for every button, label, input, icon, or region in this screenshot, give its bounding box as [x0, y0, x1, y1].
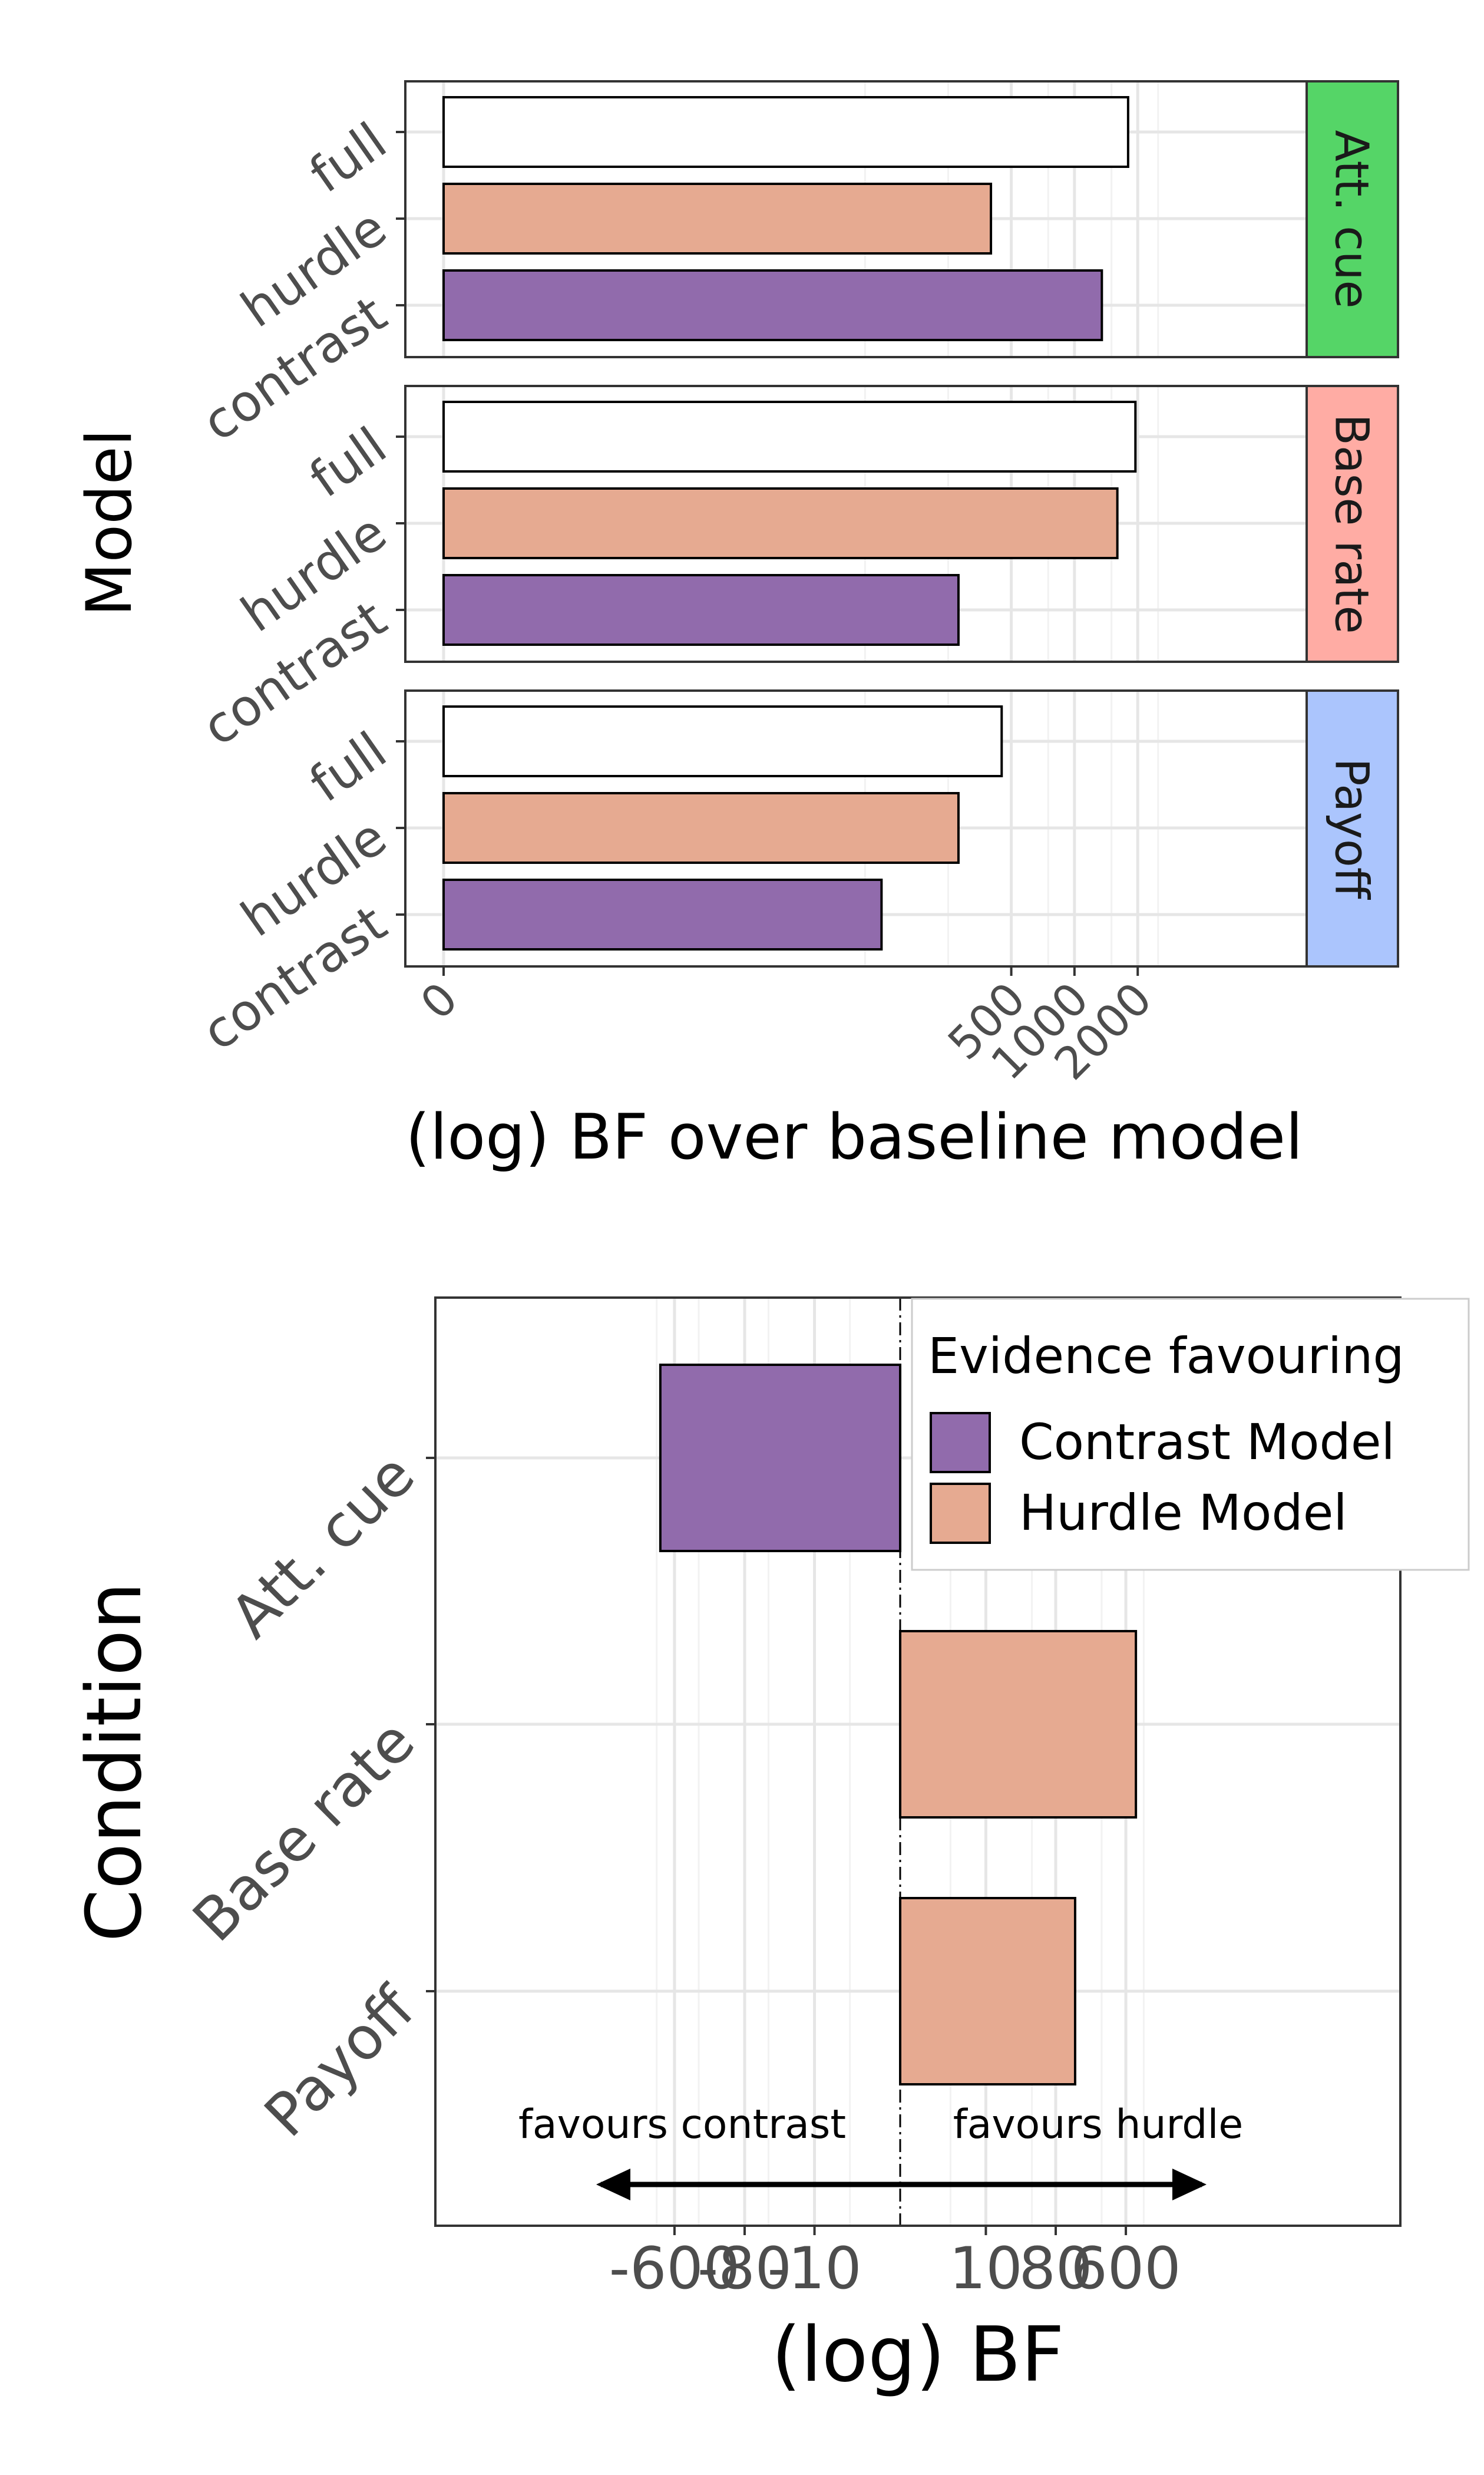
legend: Evidence favouring Contrast Model Hurdle…	[911, 1298, 1470, 1571]
facet-strip-att-cue	[1305, 80, 1399, 358]
top-y-tick-label-base-rate-full: full	[299, 416, 397, 509]
bar-payoff-hurdle	[442, 792, 960, 864]
facet-strip-base-rate	[1305, 385, 1399, 663]
top-x-tick-label-0: 0	[411, 972, 468, 1029]
bar-att-cue	[659, 1364, 902, 1552]
favours-arrow-left-head	[596, 2169, 630, 2200]
bottom-y-axis-title: Condition	[71, 1582, 158, 1942]
bottom-y-ticks: Att. cue Base rate Payoff	[180, 1440, 435, 2150]
bottom-x-tick-label-80: 80	[1019, 2235, 1093, 2302]
bottom-x-tick-label-10: 10	[949, 2235, 1023, 2302]
legend-swatch-contrast	[930, 1412, 991, 1473]
favours-annotation: favours contrast favours hurdle	[518, 2101, 1243, 2200]
bottom-x-axis-title: (log) BF	[771, 2311, 1064, 2399]
legend-label-hurdle: Hurdle Model	[1019, 1484, 1347, 1542]
top-y-axis-title: Model	[73, 429, 146, 616]
bottom-x-tick-label-80: -80	[698, 2235, 792, 2302]
bottom-y-tick-label-att-cue: Att. cue	[217, 1440, 428, 1651]
bar-payoff-full	[442, 705, 1003, 777]
bar-att-cue-contrast	[442, 269, 1103, 341]
legend-title: Evidence favouring	[928, 1327, 1404, 1385]
top-y-tick-label-att-cue-full: full	[299, 111, 397, 204]
bottom-x-tick-label-600: 600	[1071, 2235, 1181, 2302]
bar-payoff-contrast	[442, 879, 883, 951]
bar-base-rate	[899, 1630, 1138, 1819]
top-x-axis-title: (log) BF over baseline model	[405, 1101, 1303, 1173]
bottom-y-tick-label-payoff: Payoff	[252, 1973, 429, 2150]
top-bars	[442, 96, 1137, 951]
bar-base-rate-hurdle	[442, 487, 1119, 559]
bottom-x-tick-label-10: -10	[768, 2235, 862, 2302]
condition-evidence-chart: favours contrast favours hurdle Evidence…	[71, 1296, 1470, 2399]
legend-swatch-hurdle	[930, 1483, 991, 1544]
bottom-y-tick-label-base-rate: Base rate	[180, 1707, 428, 1955]
facet-strip-payoff	[1305, 689, 1399, 968]
facet-strip-label-payoff: Payoff	[1325, 758, 1378, 900]
bar-att-cue-hurdle	[442, 183, 993, 255]
top-y-ticks: fullhurdlecontrastfullhurdlecontrastfull…	[192, 111, 405, 1062]
model-comparison-chart: Att. cue Base rate Payoff fullhurdlecontra…	[73, 80, 1399, 1173]
bar-base-rate-full	[442, 401, 1137, 473]
bar-payoff	[899, 1897, 1076, 2085]
favours-hurdle-label: favours hurdle	[953, 2101, 1243, 2148]
bottom-bars	[659, 1364, 1138, 2085]
facet-strip-label-base-rate: Base rate	[1325, 414, 1378, 633]
top-facet-strips: Att. cue Base rate Payoff	[1305, 80, 1399, 968]
bar-att-cue-full	[442, 96, 1129, 168]
bottom-x-tick-label-600: -600	[609, 2235, 740, 2302]
top-y-tick-label-payoff-full: full	[299, 721, 397, 814]
favours-contrast-label: favours contrast	[518, 2101, 846, 2148]
legend-label-contrast: Contrast Model	[1019, 1413, 1395, 1471]
bar-base-rate-contrast	[442, 574, 960, 646]
facet-strip-label-att-cue: Att. cue	[1325, 130, 1378, 308]
legend-box	[911, 1298, 1470, 1571]
favours-arrow-right-head	[1172, 2169, 1207, 2200]
bottom-panel-frame	[434, 1296, 1402, 2227]
